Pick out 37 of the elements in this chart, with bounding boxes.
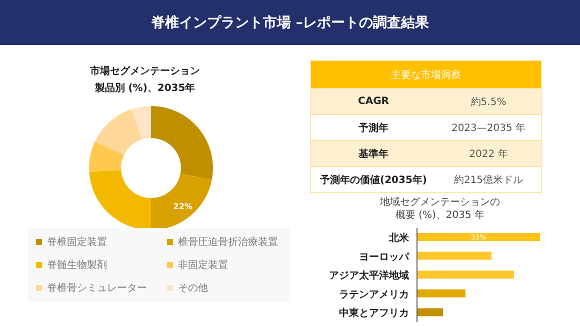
y-tick-label: アジア太平洋地域 xyxy=(329,270,409,282)
y-tick-label: 中東とアフリカ xyxy=(339,307,409,320)
donut-slice xyxy=(89,170,151,230)
text: 脊椎インプラント市場 –レポートの調査結果 xyxy=(151,14,429,32)
text: 主要な市場洞察 xyxy=(311,61,541,88)
chart-title: 地域セグメンテーションの xyxy=(379,196,501,209)
text: 基準年 xyxy=(358,148,390,160)
legend-label: 非固定装置 xyxy=(178,258,228,272)
donut-slice xyxy=(132,106,151,140)
donut-slice xyxy=(151,106,213,180)
y-tick-label: ヨーロッパ xyxy=(359,252,410,263)
legend-label: 脊髄生物製剤 xyxy=(47,258,107,272)
data-label: 22% xyxy=(173,202,192,212)
text: 2022 年 xyxy=(468,148,509,160)
y-tick-label: ラテンアメリカ xyxy=(339,289,409,300)
chart-subtitle: 製品別 (%)、2035年 xyxy=(94,82,196,96)
bar xyxy=(417,270,514,279)
bar xyxy=(417,252,492,260)
text: 2023—2035 年 xyxy=(450,122,527,134)
legend-label: 椎骨圧迫骨折治療装置 xyxy=(178,236,278,249)
donut-slice xyxy=(151,174,212,230)
bar xyxy=(417,289,466,298)
donut-slice xyxy=(89,142,124,172)
chart-title: 市場セグメンテーション xyxy=(89,64,201,79)
legend-label: 脊椎骨シミュレーター xyxy=(47,282,147,296)
text: 約5.5% xyxy=(470,96,508,108)
bar xyxy=(417,233,540,241)
bar xyxy=(417,308,444,316)
legend-label: その他 xyxy=(178,282,208,296)
donut-slice xyxy=(94,109,142,156)
legend-label: 脊椎固定装置 xyxy=(47,236,107,249)
text: 予測年の価値(2035年) xyxy=(319,174,428,186)
text: 予測年 xyxy=(358,122,390,134)
y-tick-label: 北米 xyxy=(388,232,410,244)
chart-subtitle: 概要 (%)、2035 年 xyxy=(394,209,486,222)
text: 約215億米ドル xyxy=(452,174,524,186)
text: CAGR xyxy=(357,96,390,107)
